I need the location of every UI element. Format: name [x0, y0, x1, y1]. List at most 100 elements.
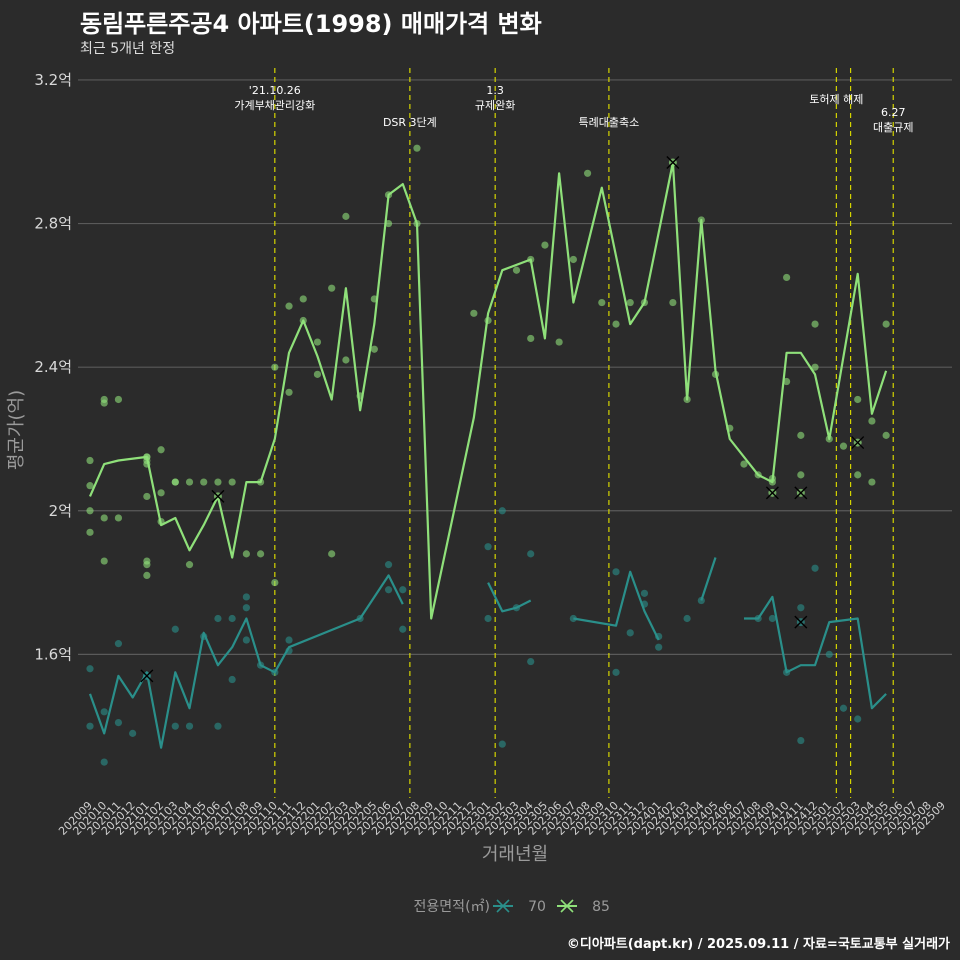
data-point [100, 758, 108, 766]
data-point [271, 363, 279, 371]
data-point [228, 614, 236, 623]
y-tick-label: 2.8억 [34, 215, 72, 233]
data-point [100, 399, 108, 407]
data-point [384, 586, 393, 594]
data-point [370, 345, 378, 353]
data-point [114, 514, 123, 522]
data-point [242, 604, 250, 612]
data-point [797, 431, 805, 439]
event-label: 6.27 [881, 106, 906, 119]
data-point [640, 589, 649, 597]
data-point [214, 614, 222, 623]
data-point [228, 675, 236, 684]
data-point [86, 456, 94, 465]
data-point [114, 640, 123, 648]
legend-title: 전용면적(㎡) [414, 899, 490, 915]
data-point [797, 736, 805, 745]
data-point [171, 478, 179, 486]
cancelled-marker [794, 615, 808, 629]
data-point [114, 395, 123, 404]
data-point [86, 722, 94, 730]
data-point [242, 593, 250, 601]
series-line [88, 574, 404, 749]
data-point [470, 309, 478, 317]
data-point [811, 320, 819, 328]
event-label: 가계부채관리강화 [234, 99, 315, 112]
data-point [100, 514, 108, 522]
cancelled-marker [211, 489, 225, 503]
data-point [683, 614, 691, 623]
data-point [399, 586, 407, 594]
data-point [185, 722, 194, 730]
data-point [86, 528, 94, 536]
data-point [740, 460, 748, 468]
cancelled-marker [794, 486, 808, 500]
data-point [839, 442, 848, 450]
data-point [669, 298, 677, 307]
data-point [342, 212, 350, 220]
data-point [612, 320, 620, 328]
y-axis-title: 평균가(억) [6, 390, 27, 470]
data-point [868, 478, 876, 486]
data-point [143, 492, 151, 501]
data-point [825, 650, 833, 658]
data-point [413, 144, 421, 152]
cancelled-marker [666, 156, 680, 170]
data-point [598, 298, 606, 307]
series-line [88, 161, 888, 620]
data-point [697, 596, 705, 605]
legend-key-cross [496, 899, 510, 913]
y-tick-label: 1.6억 [34, 645, 72, 663]
data-point [868, 417, 876, 425]
data-point [100, 557, 108, 565]
data-point [384, 219, 393, 228]
data-point [157, 446, 165, 454]
data-point [285, 636, 293, 644]
y-tick-label: 2억 [49, 502, 72, 520]
data-point [328, 550, 336, 558]
series-70 [86, 507, 887, 766]
data-point [541, 241, 549, 249]
data-point [655, 643, 663, 651]
y-tick-label: 3.2억 [34, 71, 72, 89]
event-label: 특례대출축소 [579, 116, 640, 129]
series-85 [86, 144, 890, 620]
event-label: 1.3 [486, 84, 504, 97]
event-label: 대출규제 [873, 121, 913, 134]
chart-subtitle: 최근 5개년 한정 [80, 41, 176, 57]
data-point [498, 507, 506, 515]
data-point [797, 604, 805, 612]
data-point [569, 255, 577, 264]
data-point [569, 614, 577, 623]
data-point [185, 478, 194, 486]
data-point [285, 302, 293, 310]
data-point [768, 614, 777, 623]
data-point [839, 704, 848, 712]
data-point [328, 284, 336, 292]
data-point [527, 334, 535, 343]
source-caption: ©디아파트(dapt.kr) / 2025.09.11 / 자료=국토교통부 실… [566, 937, 950, 952]
data-point [399, 625, 407, 633]
data-point [242, 550, 250, 558]
data-point [854, 395, 862, 404]
data-point [626, 629, 634, 637]
data-point [612, 568, 620, 576]
data-point [498, 740, 506, 748]
series-line [700, 557, 717, 601]
data-point [484, 543, 492, 551]
data-point [143, 557, 151, 565]
data-point [313, 370, 322, 378]
series-line [744, 595, 887, 710]
data-point [783, 273, 791, 282]
event-label: 토허제 해제 [809, 92, 863, 106]
data-point [342, 356, 350, 364]
data-point [527, 657, 535, 666]
data-point [555, 338, 563, 346]
data-point [171, 722, 179, 730]
cancelled-marker [140, 669, 154, 683]
data-point [882, 320, 890, 328]
data-point [129, 729, 137, 737]
data-point [171, 625, 179, 633]
data-point [285, 388, 293, 396]
data-point [512, 266, 521, 274]
